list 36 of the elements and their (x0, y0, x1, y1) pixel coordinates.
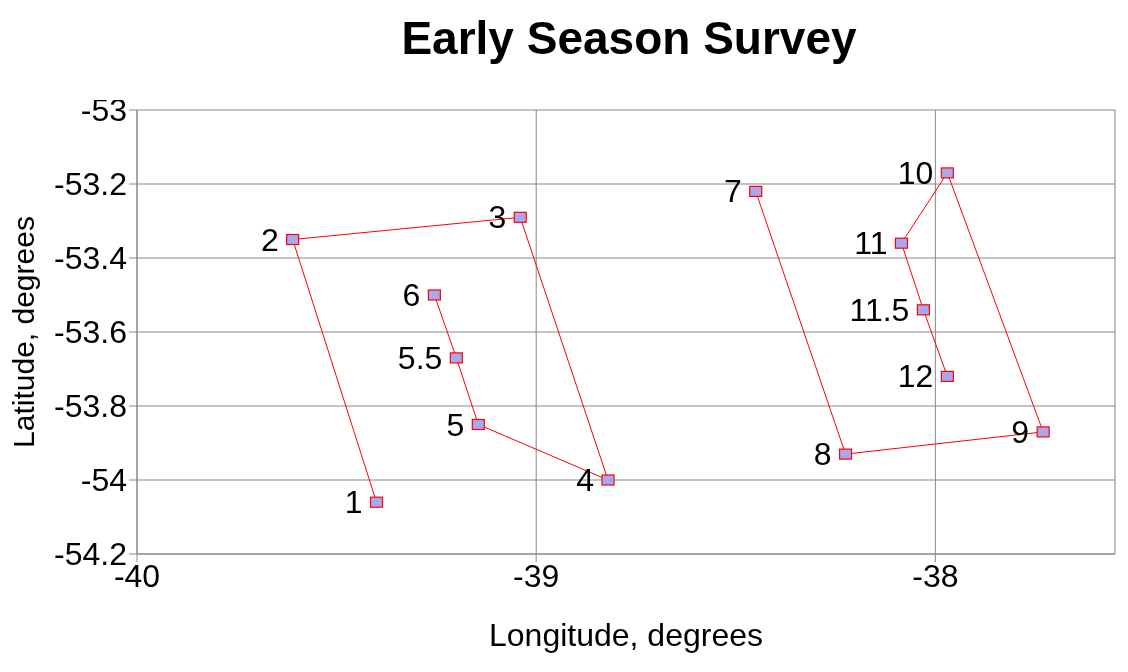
annotation: 11 (854, 225, 888, 262)
point (427, 289, 441, 301)
annotation: 7 (723, 173, 742, 210)
x-axis-title: Longitude, degrees (489, 617, 763, 653)
annotation: 10 (897, 154, 934, 191)
point (449, 352, 463, 364)
y-tick-label: -53.8 (54, 388, 127, 425)
annotation: 12 (897, 358, 934, 395)
x-tick-label: -39 (513, 557, 560, 594)
annotation: 4 (576, 462, 595, 498)
y-tick-label: -54 (80, 462, 127, 499)
point (894, 237, 909, 249)
point (940, 167, 954, 179)
chart-title: Early Season Survey (401, 12, 857, 64)
point (916, 304, 930, 316)
y-tick-label: -53.2 (54, 166, 127, 203)
annotation: 6 (402, 277, 421, 313)
annotation: 1 (344, 484, 363, 521)
annotation: 8 (813, 436, 832, 473)
point (749, 185, 763, 197)
point (940, 370, 954, 382)
annotation: 2 (260, 221, 279, 258)
point (369, 496, 384, 508)
point (601, 474, 615, 486)
y-tick-label: -53.4 (54, 240, 127, 277)
annotation: 11.5 (849, 291, 910, 328)
point (1036, 426, 1050, 438)
point (838, 448, 853, 460)
y-tick-label: -53.6 (54, 314, 127, 351)
y-axis-title: Latitude, degrees (6, 216, 40, 448)
annotation: 5.5 (397, 339, 443, 376)
point (471, 418, 485, 431)
point (513, 211, 527, 223)
x-tick-label: -38 (912, 557, 959, 594)
point (286, 233, 300, 246)
annotation: 5 (446, 406, 465, 443)
